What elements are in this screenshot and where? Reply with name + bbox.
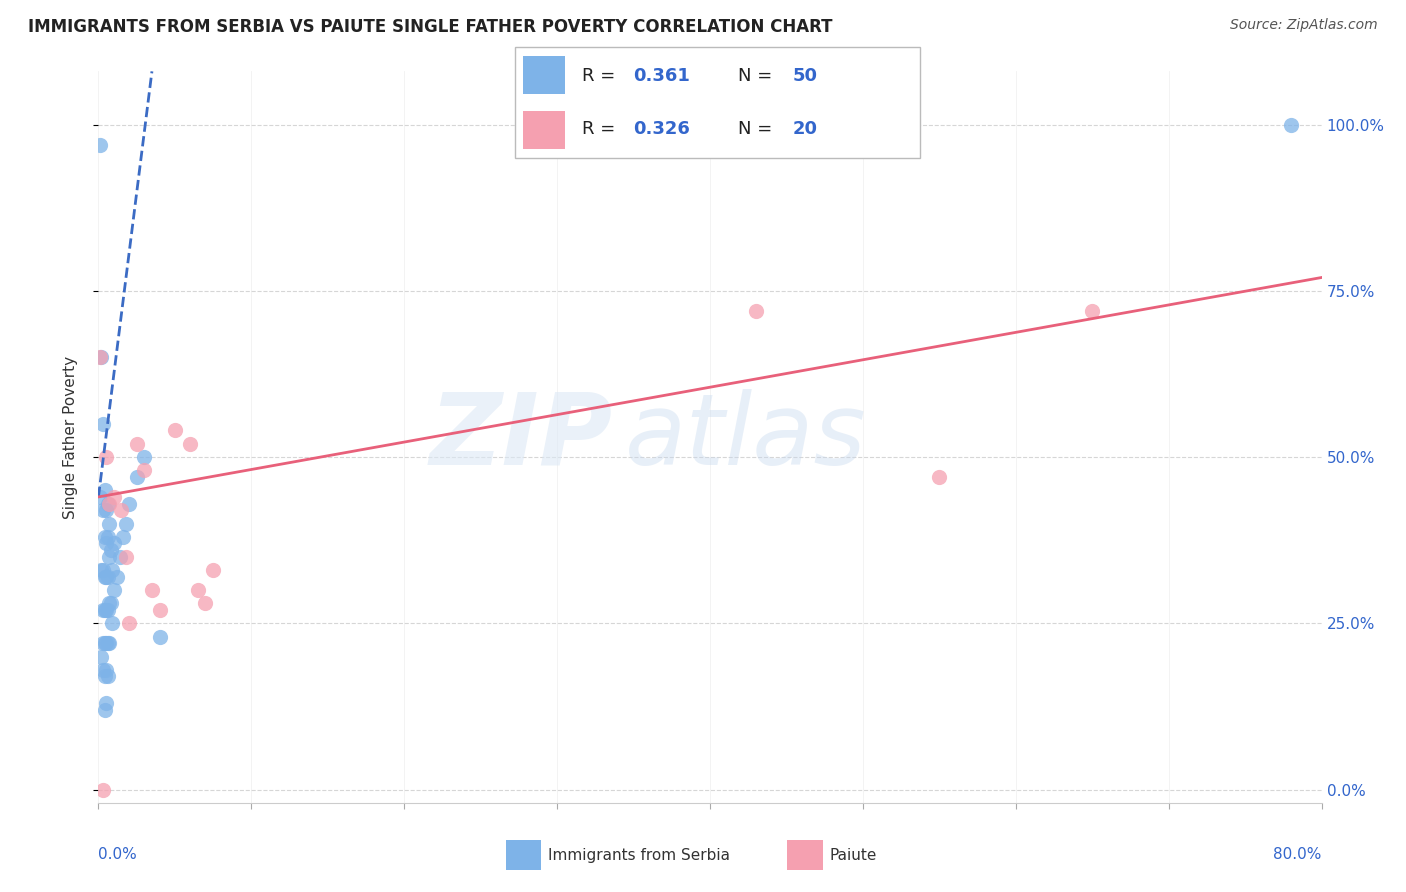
Text: ZIP: ZIP (429, 389, 612, 485)
Point (149, 603, 172, 617)
Point (179, 436, 201, 450)
Point (97, 497, 120, 511)
Point (91, 603, 114, 617)
Point (98, 549, 121, 564)
Text: 0.0%: 0.0% (98, 847, 138, 862)
Point (1279, 118, 1302, 132)
Point (90, 563, 112, 577)
Point (89, 351, 111, 365)
Point (97, 603, 120, 617)
Point (90, 649, 112, 664)
Point (94, 450, 117, 464)
Point (91, 636, 114, 650)
Text: R =: R = (582, 120, 616, 138)
Point (141, 582, 163, 597)
Point (91, 782, 114, 797)
Point (91, 503, 114, 517)
Text: 50: 50 (793, 67, 818, 85)
Text: 80.0%: 80.0% (1274, 847, 1322, 862)
Point (103, 490, 125, 504)
Point (94, 636, 117, 650)
Point (745, 303, 768, 318)
Point (94, 603, 117, 617)
Point (93, 483, 115, 498)
Point (118, 497, 141, 511)
Point (103, 536, 125, 550)
Point (93, 570, 115, 584)
Point (108, 549, 131, 564)
Text: N =: N = (738, 120, 772, 138)
Point (134, 463, 156, 477)
Point (118, 616, 141, 631)
Point (93, 703, 115, 717)
Text: N =: N = (738, 67, 772, 85)
Text: R =: R = (582, 67, 616, 85)
Point (98, 596, 121, 610)
Text: 20: 20 (793, 120, 818, 138)
Point (94, 503, 117, 517)
Point (94, 536, 117, 550)
Point (98, 636, 121, 650)
Point (105, 570, 128, 584)
Text: Paiute: Paiute (830, 848, 877, 863)
Point (101, 563, 124, 577)
Point (97, 669, 120, 683)
Text: Immigrants from Serbia: Immigrants from Serbia (548, 848, 730, 863)
Text: Source: ZipAtlas.com: Source: ZipAtlas.com (1230, 18, 1378, 32)
FancyBboxPatch shape (523, 56, 565, 95)
Point (93, 636, 115, 650)
Point (100, 543, 122, 558)
Text: 0.326: 0.326 (633, 120, 689, 138)
Point (111, 530, 134, 544)
FancyBboxPatch shape (515, 47, 920, 158)
Point (125, 470, 148, 484)
Point (97, 570, 120, 584)
Point (89, 137, 111, 152)
Point (98, 516, 121, 531)
Point (93, 530, 115, 544)
Point (94, 696, 117, 710)
Point (163, 424, 186, 438)
Point (94, 663, 117, 677)
Point (1081, 303, 1104, 318)
Point (97, 530, 120, 544)
Point (115, 516, 138, 531)
Point (194, 596, 217, 610)
Point (91, 663, 114, 677)
Point (202, 563, 225, 577)
Point (134, 450, 156, 464)
Point (91, 417, 114, 431)
Point (100, 596, 122, 610)
Point (91, 563, 114, 577)
Point (90, 351, 112, 365)
Point (89, 490, 111, 504)
Y-axis label: Single Father Poverty: Single Father Poverty (63, 356, 77, 518)
Point (149, 630, 172, 644)
Point (97, 636, 120, 650)
Point (103, 582, 125, 597)
Point (187, 582, 209, 597)
Point (115, 549, 138, 564)
Text: atlas: atlas (624, 389, 866, 485)
Text: 0.361: 0.361 (633, 67, 689, 85)
Point (93, 603, 115, 617)
FancyBboxPatch shape (523, 111, 565, 149)
Point (98, 497, 121, 511)
Point (125, 436, 148, 450)
Point (110, 503, 132, 517)
Point (101, 616, 124, 631)
Point (928, 470, 950, 484)
Point (94, 570, 117, 584)
Text: IMMIGRANTS FROM SERBIA VS PAIUTE SINGLE FATHER POVERTY CORRELATION CHART: IMMIGRANTS FROM SERBIA VS PAIUTE SINGLE … (28, 18, 832, 36)
Point (93, 669, 115, 683)
